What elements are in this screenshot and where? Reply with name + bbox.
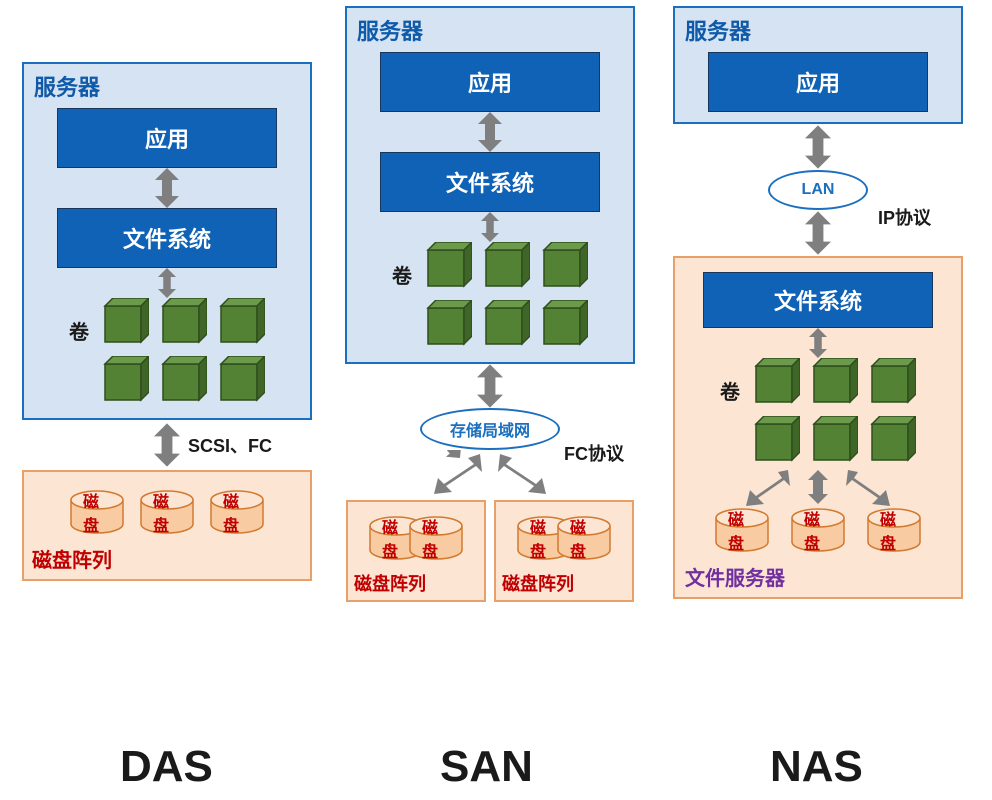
san-fanout-arrows — [340, 450, 640, 500]
nas-volumes: 卷 — [720, 358, 916, 468]
das-fs-block: 文件系统 — [57, 208, 277, 268]
san-server-title: 服务器 — [357, 14, 423, 46]
disk-icon: 磁盘 — [866, 508, 922, 552]
disk-icon: 磁盘 — [408, 516, 464, 560]
san-disk-arrays: 磁盘 磁盘 磁盘阵列 磁盘 磁盘 磁盘阵列 — [346, 500, 634, 602]
cube-icon — [97, 298, 149, 350]
san-app-block: 应用 — [380, 52, 600, 112]
nas-fs-block: 文件系统 — [703, 272, 933, 328]
disk-array-title: 磁盘阵列 — [32, 544, 112, 573]
cube-icon — [806, 416, 858, 468]
arrow-icon — [477, 364, 503, 408]
das-title: DAS — [120, 742, 213, 792]
das-server-title: 服务器 — [34, 70, 100, 102]
san-volumes: 卷 — [392, 242, 588, 352]
das-protocol-label: SCSI、FC — [188, 432, 272, 458]
nas-disk-arrows — [688, 468, 948, 508]
cube-icon — [478, 300, 530, 352]
cube-icon — [478, 242, 530, 294]
disk-array-title: 磁盘阵列 — [354, 570, 426, 596]
das-app-block: 应用 — [57, 108, 277, 168]
disk-row: 磁盘 磁盘 — [516, 516, 612, 560]
arrow-icon — [805, 124, 831, 170]
cube-grid — [420, 242, 588, 352]
disk-row: 磁盘 磁盘 — [368, 516, 464, 560]
san-fs-block: 文件系统 — [380, 152, 600, 212]
disk-icon: 磁盘 — [790, 508, 846, 552]
nas-protocol-label: IP协议 — [878, 204, 931, 230]
san-disk-array-2: 磁盘 磁盘 磁盘阵列 — [494, 500, 634, 602]
cube-icon — [420, 300, 472, 352]
volume-label: 卷 — [392, 260, 412, 289]
cube-icon — [748, 358, 800, 410]
nas-title: NAS — [770, 742, 863, 792]
arrow-icon — [478, 212, 502, 242]
cube-icon — [213, 356, 265, 408]
san-disk-array-1: 磁盘 磁盘 磁盘阵列 — [346, 500, 486, 602]
das-server-box: 服务器 应用 文件系统 卷 — [22, 62, 312, 420]
cube-icon — [536, 242, 588, 294]
cube-grid — [97, 298, 265, 408]
das-disk-array: 磁盘 磁盘 磁盘 磁盘阵列 — [22, 470, 312, 581]
disk-icon: 磁盘 — [714, 508, 770, 552]
cube-icon — [155, 298, 207, 350]
cube-icon — [420, 242, 472, 294]
nas-server-box: 服务器 应用 — [673, 6, 963, 124]
volume-label: 卷 — [720, 376, 740, 405]
disk-icon: 磁盘 — [209, 490, 265, 534]
cube-icon — [97, 356, 149, 408]
arrow-icon — [154, 420, 180, 470]
cube-icon — [864, 358, 916, 410]
file-server-title: 文件服务器 — [685, 562, 785, 591]
nas-server-title: 服务器 — [685, 14, 751, 46]
nas-file-server: 文件系统 卷 — [673, 256, 963, 599]
disk-icon: 磁盘 — [556, 516, 612, 560]
san-title: SAN — [440, 742, 533, 792]
arrow-icon — [805, 210, 831, 256]
arrow-icon — [806, 328, 830, 358]
nas-app-block: 应用 — [708, 52, 928, 112]
disk-array-title: 磁盘阵列 — [502, 570, 574, 596]
das-column: 服务器 应用 文件系统 卷 SCSI、FC — [22, 62, 312, 581]
san-column: 服务器 应用 文件系统 卷 存储局域网 FC协议 — [340, 6, 640, 602]
volume-label: 卷 — [69, 316, 89, 345]
san-network-ellipse: 存储局域网 — [420, 408, 560, 450]
cube-grid — [748, 358, 916, 468]
cube-icon — [806, 358, 858, 410]
san-server-box: 服务器 应用 文件系统 卷 — [345, 6, 635, 364]
arrow-icon — [478, 112, 502, 152]
arrow-icon — [155, 168, 179, 208]
cube-icon — [536, 300, 588, 352]
disk-row: 磁盘 磁盘 磁盘 — [714, 508, 922, 552]
disk-icon: 磁盘 — [69, 490, 125, 534]
cube-icon — [155, 356, 207, 408]
das-volumes: 卷 — [69, 298, 265, 408]
disk-icon: 磁盘 — [139, 490, 195, 534]
arrow-icon — [155, 268, 179, 298]
cube-icon — [748, 416, 800, 468]
cube-icon — [864, 416, 916, 468]
nas-lan-ellipse: LAN — [768, 170, 868, 210]
cube-icon — [213, 298, 265, 350]
disk-row: 磁盘 磁盘 磁盘 — [69, 490, 265, 534]
nas-column: 服务器 应用 LAN IP协议 文件系统 卷 — [668, 6, 968, 599]
